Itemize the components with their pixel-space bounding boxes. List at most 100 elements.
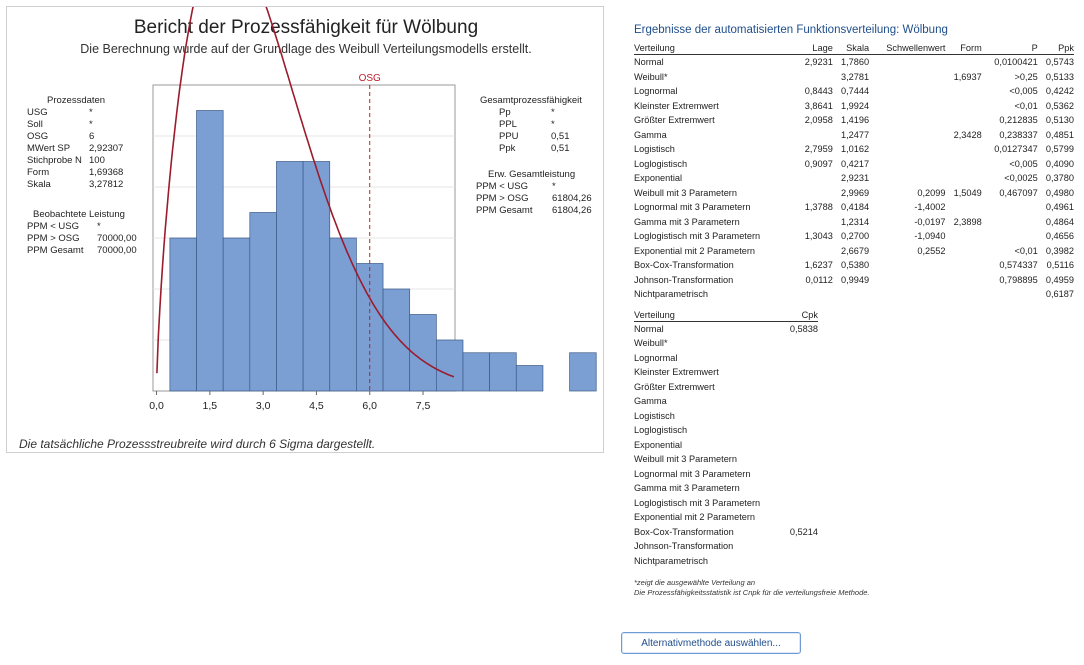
- table-cell: <0,005: [1009, 158, 1038, 169]
- table-cell: [784, 438, 818, 453]
- table-cell: Lognormal: [634, 86, 678, 97]
- table-cell: Gamma: [634, 129, 667, 140]
- kv-value: *: [552, 181, 556, 192]
- table-row: Gamma mit 3 Parametern: [634, 481, 818, 496]
- kv-label: OSG: [27, 131, 49, 142]
- table-cell: -0,0197: [914, 216, 946, 227]
- table-cell: 1,2314: [841, 216, 870, 227]
- table-cell: [869, 99, 945, 114]
- kv-value: 3,27812: [89, 179, 124, 190]
- results-title: Ergebnisse der automatisierten Funktions…: [634, 24, 948, 36]
- table-cell: [869, 128, 945, 143]
- table-cell: Normal: [634, 323, 664, 334]
- x-tick-label: 6,0: [362, 400, 377, 412]
- kv-label: PPM < USG: [476, 181, 528, 192]
- table-cell: 0,8443: [804, 86, 833, 97]
- table-cell: [869, 157, 945, 172]
- kv-value: 1,69368: [89, 167, 124, 178]
- table-cell: 0,4184: [841, 202, 870, 213]
- table-cell: Lognormal: [634, 352, 678, 363]
- table-cell: [784, 336, 818, 351]
- table-row: Loglogistisch mit 3 Parametern 1,3043 0,27…: [634, 229, 1074, 244]
- kv-label: MWert SP: [27, 143, 71, 154]
- table-cell: [982, 200, 1038, 215]
- table-cell: [797, 287, 833, 302]
- table-row: Lognormal mit 3 Parametern: [634, 467, 818, 482]
- table-cell: Nichtparametrisch: [634, 555, 709, 566]
- kv-value: 6: [89, 131, 95, 142]
- table-cell: 2,6679: [841, 245, 870, 256]
- table-cell: >0,25: [1014, 71, 1038, 82]
- table-row: Logistisch: [634, 409, 818, 424]
- table-cell: [784, 481, 818, 496]
- table-cell: 0,4864: [1045, 216, 1074, 227]
- table-row: Johnson-Transformation 0,0112 0,9949 0,7988…: [634, 273, 1074, 288]
- results-notes: *zeigt die ausgewählte Verteilung an Die…: [634, 578, 1074, 598]
- table-cell: Loglogistisch: [634, 158, 688, 169]
- table-cell: 0,2099: [917, 187, 946, 198]
- kv-value: 100: [89, 155, 105, 166]
- table-cell: 2,9231: [841, 173, 870, 184]
- table-row: Lognormal mit 3 Parametern 1,3788 0,4184 -1…: [634, 200, 1074, 215]
- table-cell: [784, 539, 818, 554]
- table-cell: [869, 171, 945, 186]
- note-cnpk: Die Prozessfähigkeitsstatistik ist Cnpk …: [634, 588, 870, 597]
- table-row: Weibull mit 3 Parametern 2,9969 0,2099 1,50…: [634, 186, 1074, 201]
- table-row: Johnson-Transformation: [634, 539, 818, 554]
- capability-histogram-chart: OSG 0,0 1,5 3,0 4,5 6,0 7,5: [149, 7, 597, 412]
- table-cell: [797, 128, 833, 143]
- table-cell: 0,6187: [1045, 289, 1074, 300]
- table-row: Loglogistisch 0,9097 0,4217 <0,005 0,4090: [634, 157, 1074, 172]
- table-cell: 0,5116: [1046, 260, 1074, 271]
- histogram-bar: [462, 352, 490, 392]
- table-row: Gamma mit 3 Parametern 1,2314 -0,0197 2,389…: [634, 215, 1074, 230]
- expected-overall-list: PPM < USG * PPM > OSG 61804,26 PPM Gesamt 618…: [476, 181, 592, 221]
- table-cell: [945, 55, 981, 70]
- table-cell: Lognormal mit 3 Parametern: [634, 468, 751, 479]
- table-cell: Exponential mit 2 Parametern: [634, 245, 756, 256]
- histogram-bar: [169, 237, 197, 392]
- table-cell: [784, 554, 818, 569]
- select-alternative-method-button[interactable]: Alternativmethode auswählen...: [621, 632, 801, 654]
- column-header: Cpk: [784, 309, 818, 322]
- column-header: Skala: [832, 43, 870, 55]
- kv-label: PPM > OSG: [27, 233, 80, 244]
- table-cell: [945, 244, 981, 259]
- kv-value: *: [89, 107, 93, 118]
- process-data-list: USG * Soll * OSG 6 MWert SP 2,92307 Stichprobe N…: [27, 107, 147, 197]
- table-cell: [945, 258, 981, 273]
- table-cell: [869, 70, 945, 85]
- table-cell: 0,3780: [1045, 173, 1074, 184]
- kv-value: *: [97, 221, 101, 232]
- table-cell: Lognormal mit 3 Parametern: [634, 202, 751, 213]
- table-cell: [869, 273, 945, 288]
- table-cell: [869, 84, 945, 99]
- capability-report-panel: Bericht der Prozessfähigkeit für Wölbung…: [6, 6, 604, 453]
- report-title: Bericht der Prozessfähigkeit für Wölbung: [133, 17, 479, 38]
- table-cell: 1,7860: [841, 57, 870, 68]
- table-row: Exponential 2,9231 <0,0025 0,3780: [634, 171, 1074, 186]
- table-cell: Größter Extremwert: [634, 115, 715, 126]
- table-cell: [797, 215, 833, 230]
- table-cell: 0,2700: [841, 231, 870, 242]
- table-cell: Logistisch: [634, 144, 675, 155]
- table-cell: 0,238337: [999, 129, 1038, 140]
- table-cell: 0,7444: [841, 86, 870, 97]
- overall-capability-title: Gesamtprozessfähigkeit: [480, 95, 582, 106]
- table-row: Loglogistisch: [634, 423, 818, 438]
- table-cell: [784, 394, 818, 409]
- table-cell: 0,5362: [1045, 100, 1074, 111]
- kv-value: *: [551, 107, 555, 118]
- column-header: Lage: [796, 43, 833, 55]
- table-cell: Box-Cox-Transformation: [634, 260, 734, 271]
- table-row: Gamma: [634, 394, 818, 409]
- table-cell: [945, 113, 981, 128]
- table-cell: [784, 452, 818, 467]
- table-cell: 2,9969: [841, 187, 870, 198]
- table-cell: [945, 84, 981, 99]
- histogram-bar: [222, 237, 251, 392]
- table-cell: Kleinster Extremwert: [634, 100, 719, 111]
- table-cell: [945, 200, 981, 215]
- table-cell: Größter Extremwert: [634, 381, 715, 392]
- table-cell: 3,2781: [841, 71, 870, 82]
